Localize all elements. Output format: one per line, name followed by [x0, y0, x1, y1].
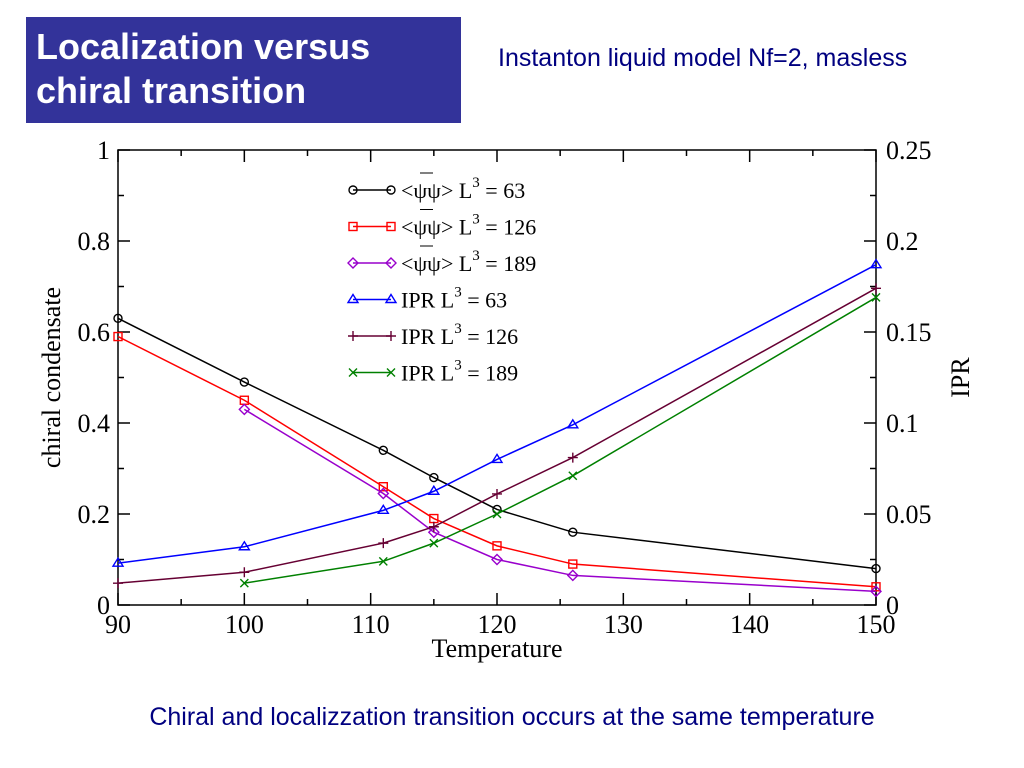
- data-point: [386, 185, 396, 195]
- data-point: [384, 293, 398, 304]
- slide-caption: Chiral and localizzation transition occu…: [149, 703, 875, 731]
- x-tick-label: 140: [730, 610, 769, 639]
- data-point: [568, 559, 578, 569]
- series-1: [113, 313, 881, 574]
- data-point: [378, 556, 388, 566]
- data-point: [378, 482, 388, 492]
- data-point: [567, 452, 578, 463]
- x-tick-label: 100: [225, 610, 264, 639]
- series-line: [117, 317, 877, 570]
- series-line: [243, 408, 877, 593]
- data-point: [113, 313, 123, 324]
- legend-item-3: <ψψ> L3 = 189: [347, 245, 536, 276]
- legend-item-6: IPR L3 = 189: [348, 358, 518, 386]
- series-line: [117, 335, 877, 588]
- y-right-tick-label: 0.05: [886, 500, 932, 529]
- line-chart: 90 100 110 120 130 140 15000.20.40.60.8100.050…: [37, 136, 975, 663]
- y-right-tick-label: 0: [886, 591, 899, 620]
- legend-item-5: IPR L3 = 126: [348, 321, 518, 349]
- data-point: [377, 487, 390, 500]
- data-point: [490, 453, 504, 464]
- data-point: [238, 540, 251, 551]
- data-point: [427, 484, 441, 495]
- data-point: [386, 331, 396, 341]
- data-point: [385, 257, 397, 269]
- slide-subtitle: Instanton liquid model Nf=2, masless: [498, 44, 908, 72]
- data-point: [239, 377, 250, 387]
- legend-label: <ψψ> L3 = 63: [401, 175, 525, 203]
- y-right-tick-label: 0.1: [886, 409, 919, 438]
- x-tick-label: 110: [352, 610, 390, 639]
- legend-item-1: <ψψ> L3 = 63: [348, 172, 525, 203]
- data-point: [347, 257, 359, 269]
- y-left-tick-label: 0.4: [78, 409, 111, 438]
- data-point: [239, 578, 249, 588]
- y-left-axis-label: chiral condensate: [37, 287, 66, 468]
- data-point: [492, 509, 502, 519]
- data-point: [348, 185, 358, 195]
- data-point: [568, 471, 578, 481]
- data-point: [491, 553, 503, 566]
- data-point: [566, 418, 580, 429]
- data-point: [870, 585, 882, 598]
- slide-title-line-1: Localization versus: [36, 26, 371, 67]
- x-tick-label: 120: [478, 610, 517, 639]
- x-axis-label: Temperature: [432, 634, 563, 663]
- y-right-tick-label: 0.2: [886, 227, 919, 256]
- data-point: [348, 331, 358, 341]
- legend-label: <ψψ> L3 = 189: [401, 248, 536, 276]
- slide-title: Localization versus chiral transition: [26, 17, 461, 123]
- legend-item-4: IPR L3 = 63: [346, 285, 507, 313]
- series-3: [238, 403, 882, 598]
- slide-title-line-2: chiral transition: [36, 70, 307, 111]
- data-point: [429, 538, 439, 548]
- y-left-tick-label: 0: [97, 591, 110, 620]
- data-point: [871, 292, 881, 302]
- legend-item-2: <ψψ> L3 = 126: [348, 209, 536, 240]
- data-point: [111, 556, 125, 567]
- series-5: [113, 283, 881, 589]
- y-right-tick-label: 0.25: [886, 136, 932, 165]
- x-tick-label: 150: [857, 610, 896, 639]
- data-point: [113, 331, 123, 342]
- data-point: [346, 293, 360, 304]
- legend-label: <ψψ> L3 = 126: [401, 212, 536, 240]
- data-point: [429, 472, 439, 483]
- data-point: [566, 569, 579, 582]
- data-point: [386, 221, 396, 232]
- data-point: [238, 403, 251, 416]
- legend-label: IPR L3 = 63: [401, 285, 507, 313]
- series-4: [111, 258, 883, 567]
- data-point: [568, 527, 578, 537]
- x-tick-label: 90: [105, 610, 131, 639]
- data-point: [348, 221, 358, 232]
- data-point: [386, 368, 396, 377]
- data-point: [378, 538, 389, 549]
- data-point: [378, 445, 388, 455]
- y-right-axis-label: IPR: [946, 357, 975, 398]
- data-point: [427, 526, 440, 539]
- data-point: [348, 368, 358, 377]
- data-point: [239, 567, 250, 578]
- data-point: [113, 578, 123, 589]
- series-2: [113, 331, 881, 592]
- legend-label: IPR L3 = 189: [401, 358, 518, 386]
- series-line: [117, 263, 877, 564]
- data-point: [377, 504, 390, 515]
- data-point: [871, 563, 881, 574]
- series-6: [239, 292, 881, 588]
- x-tick-label: 130: [604, 610, 643, 639]
- y-left-tick-label: 0.8: [78, 227, 111, 256]
- data-point: [871, 283, 881, 294]
- y-left-tick-label: 1: [97, 136, 110, 165]
- data-point: [492, 541, 502, 551]
- data-point: [428, 521, 439, 532]
- y-left-tick-label: 0.6: [78, 318, 111, 347]
- data-point: [492, 488, 502, 499]
- series-line: [244, 296, 877, 584]
- y-left-tick-label: 0.2: [78, 500, 111, 529]
- y-right-tick-label: 0.15: [886, 318, 932, 347]
- legend-label: IPR L3 = 126: [401, 321, 518, 349]
- data-point: [869, 258, 883, 269]
